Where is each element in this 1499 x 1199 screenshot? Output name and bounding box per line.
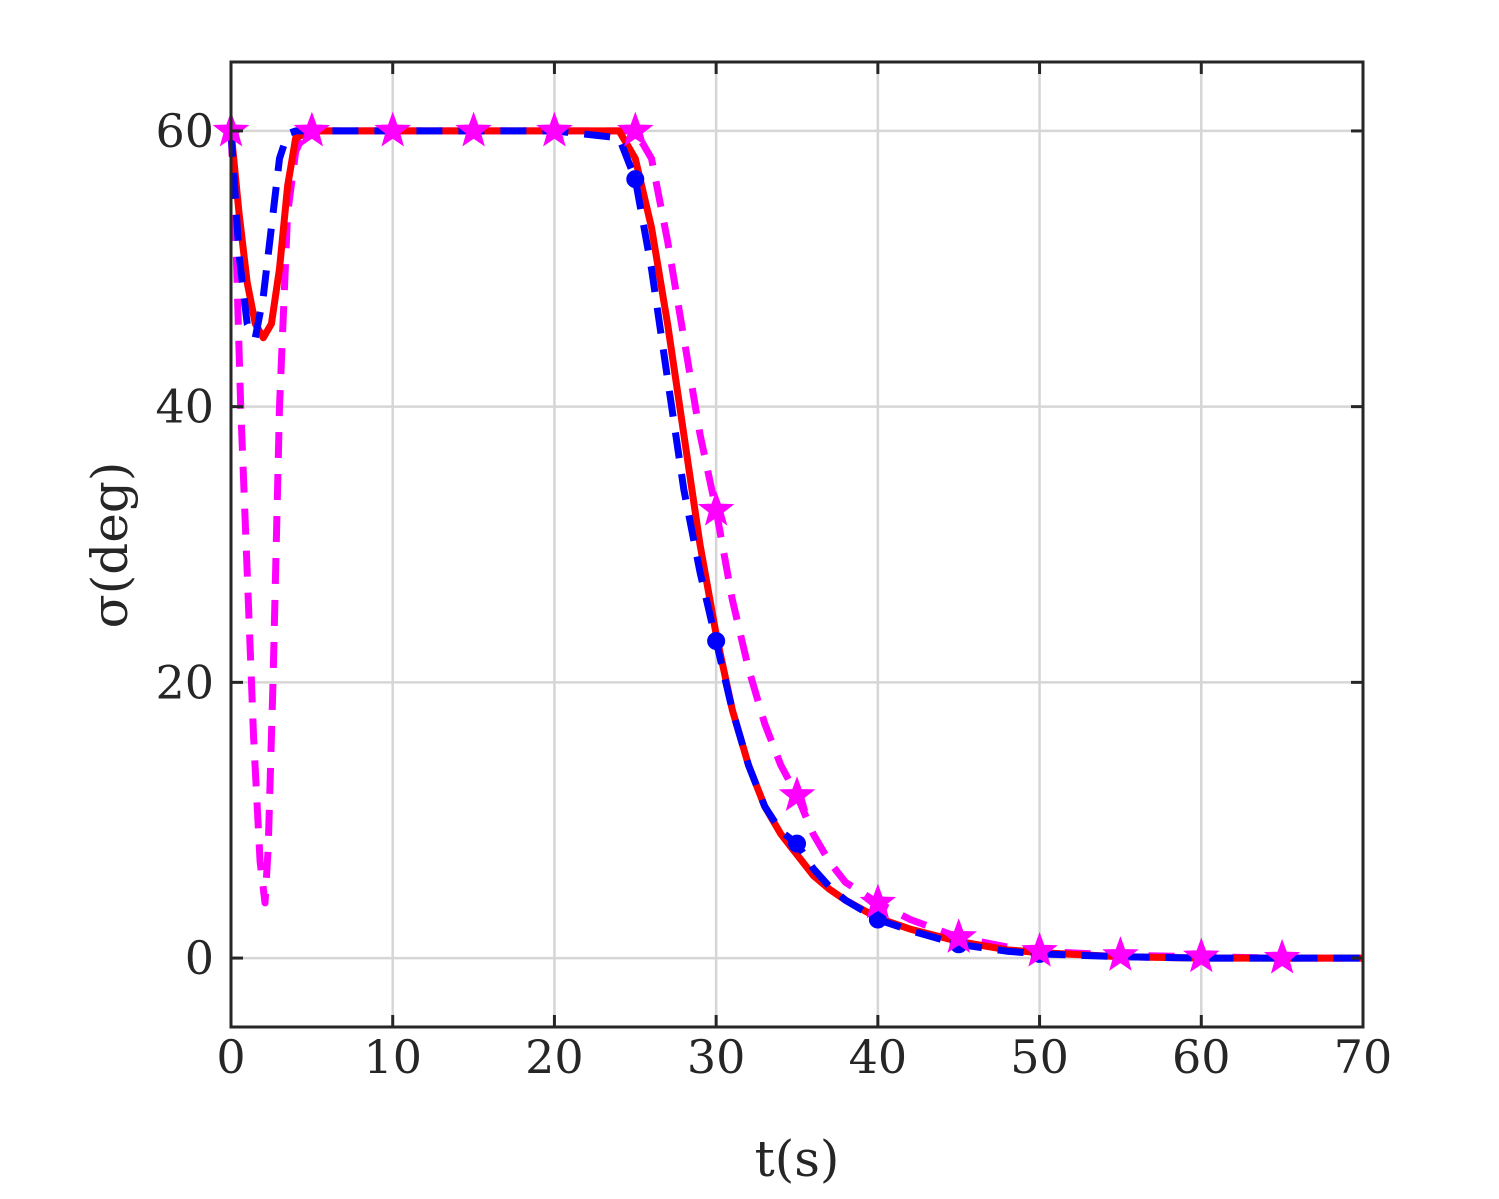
y-tick-label: 60 <box>155 104 214 158</box>
grid <box>231 62 1363 1027</box>
star-marker <box>293 111 331 147</box>
star-marker <box>1183 937 1220 973</box>
star-marker <box>778 776 816 811</box>
star-marker <box>536 111 573 147</box>
ticks <box>229 62 1365 1027</box>
star-marker <box>1102 936 1139 971</box>
y-tick-label: 40 <box>155 380 214 434</box>
series-line-2 <box>227 127 1363 962</box>
circle-marker <box>868 910 887 929</box>
plot-frame <box>229 60 1365 1029</box>
x-tick-label: 70 <box>1334 1030 1393 1084</box>
y-tick-label: 0 <box>185 931 214 985</box>
circle-marker <box>707 632 726 650</box>
series-line-1 <box>227 127 1363 962</box>
circle-marker <box>788 834 806 853</box>
star-marker <box>859 883 897 919</box>
x-tick-label: 50 <box>1010 1030 1069 1084</box>
x-tick-label: 40 <box>849 1030 908 1084</box>
y-axis-label: σ(deg) <box>81 462 139 629</box>
x-tick-label: 60 <box>1172 1030 1231 1084</box>
circle-marker <box>626 170 645 189</box>
x-tick-label: 20 <box>525 1030 584 1084</box>
star-marker <box>1263 938 1301 974</box>
star-marker <box>697 490 735 526</box>
star-marker <box>940 918 977 953</box>
star-marker <box>374 111 411 147</box>
x-tick-label: 30 <box>687 1030 746 1084</box>
x-axis-label: t(s) <box>755 1130 840 1188</box>
series-layer <box>227 127 1363 962</box>
star-marker <box>1021 932 1058 967</box>
y-tick-label: 20 <box>155 655 214 709</box>
tick-labels: 0 10 20 30 40 50 60 70 0 20 40 60 <box>155 104 1392 1084</box>
x-tick-label: 0 <box>216 1030 245 1084</box>
x-tick-label: 10 <box>363 1030 422 1084</box>
star-marker <box>455 111 492 147</box>
star-marker <box>617 111 654 147</box>
series-line-0 <box>227 127 1363 962</box>
marker-layer <box>212 111 1301 974</box>
